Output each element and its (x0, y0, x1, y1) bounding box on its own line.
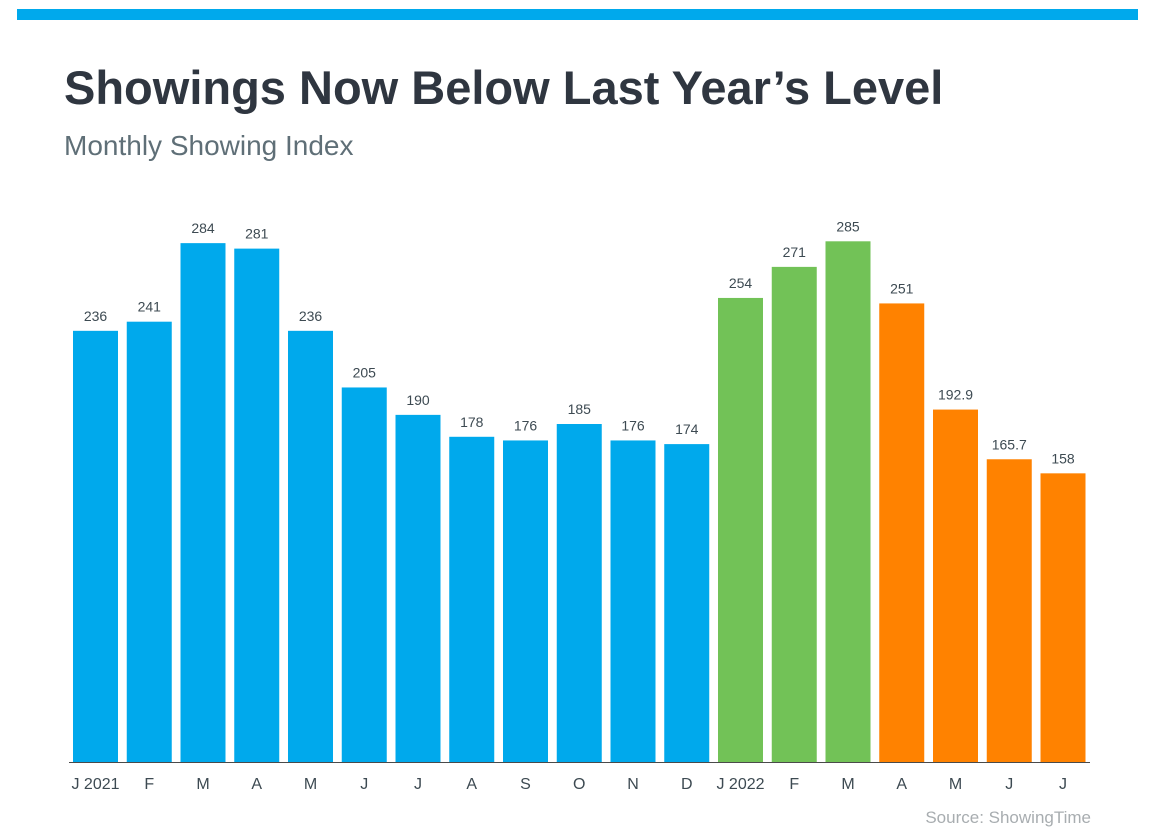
x-tick-label-19: J (1059, 776, 1067, 793)
bar-8 (449, 436, 495, 762)
data-label-2: 241 (138, 299, 162, 315)
bar-12 (664, 444, 710, 762)
x-tick-label-9: S (520, 776, 531, 793)
data-label-9: 176 (514, 417, 538, 433)
data-label-7: 190 (406, 392, 430, 408)
bar-7 (395, 414, 441, 762)
bar-5 (288, 330, 333, 762)
x-tick-label-18: J (1005, 776, 1013, 793)
x-tick-label-14: F (789, 776, 799, 793)
data-label-1: 236 (84, 308, 108, 324)
x-tick-label-4: A (251, 776, 262, 793)
x-tick-label-16: A (896, 776, 907, 793)
x-tick-label-10: O (573, 776, 585, 793)
bar-15 (825, 241, 871, 762)
source-note: Source: ShowingTime (925, 808, 1091, 827)
data-label-19: 158 (1051, 450, 1075, 466)
bar-13 (718, 297, 763, 762)
data-label-13: 254 (729, 275, 753, 291)
data-label-14: 271 (783, 244, 807, 260)
x-tick-label-7: J (414, 776, 422, 793)
top-accent-bar (17, 9, 1138, 20)
x-tick-label-12: D (681, 776, 693, 793)
data-label-3: 284 (191, 220, 215, 236)
x-tick-label-8: A (466, 776, 477, 793)
x-tick-label-11: N (627, 776, 639, 793)
bar-10 (556, 424, 602, 762)
data-label-11: 176 (621, 417, 645, 433)
x-tick-label-15: M (841, 776, 854, 793)
bar-4 (234, 248, 280, 762)
x-tick-label-17: M (949, 776, 962, 793)
x-tick-label-1: J 2021 (71, 776, 119, 793)
x-tick-label-13: J 2022 (716, 776, 764, 793)
x-tick-label-3: M (196, 776, 209, 793)
bar-2 (126, 321, 172, 762)
data-label-18: 165.7 (992, 436, 1027, 452)
bar-3 (180, 243, 226, 762)
bar-1 (73, 330, 118, 762)
bar-11 (610, 440, 656, 762)
data-label-6: 205 (353, 364, 377, 380)
data-label-15: 285 (836, 218, 860, 234)
bar-9 (503, 440, 548, 762)
data-label-10: 185 (568, 401, 592, 417)
data-label-4: 281 (245, 226, 269, 242)
chart-subtitle: Monthly Showing Index (64, 130, 354, 161)
data-label-12: 174 (675, 421, 699, 437)
data-label-5: 236 (299, 308, 323, 324)
bar-6 (341, 387, 387, 762)
bar-19 (1040, 473, 1086, 762)
data-label-16: 251 (890, 280, 914, 296)
bar-16 (879, 303, 925, 762)
x-tick-label-5: M (304, 776, 317, 793)
bar-17 (933, 409, 978, 762)
bar-18 (986, 459, 1032, 762)
chart-title: Showings Now Below Last Year’s Level (64, 61, 944, 114)
x-tick-label-6: J (360, 776, 368, 793)
data-label-8: 178 (460, 414, 484, 430)
data-label-17: 192.9 (938, 387, 973, 403)
x-tick-label-2: F (144, 776, 154, 793)
bar-14 (771, 266, 817, 762)
